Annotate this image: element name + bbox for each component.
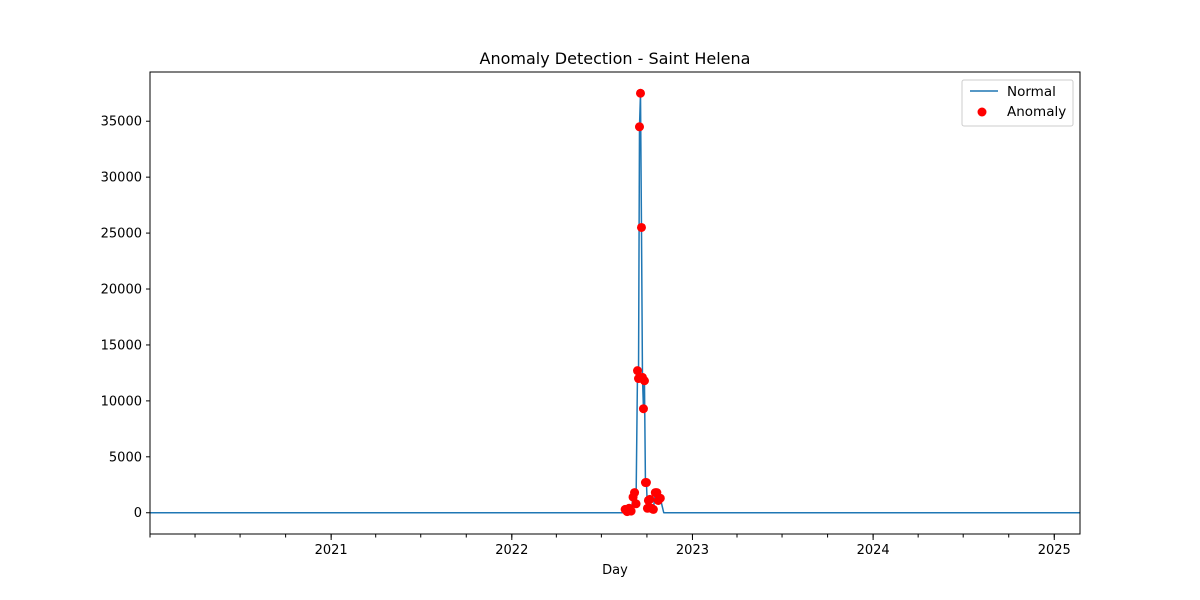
plot-frame: [149, 71, 1081, 535]
y-tick-label: 25000: [101, 227, 142, 242]
anomaly-point: [641, 478, 651, 488]
x-axis: 2021 2022 2023 2024 2025: [149, 534, 1071, 558]
legend-label: Anomaly: [1007, 104, 1066, 120]
y-axis: 0 5000 10000 15000 20000 25000 30000 35000: [101, 115, 150, 521]
x-tick-label: 2022: [495, 543, 528, 558]
y-tick-label: 10000: [101, 394, 142, 409]
plot-area: [150, 72, 1080, 534]
anomaly-point: [631, 499, 641, 509]
x-tick-label: 2025: [1038, 543, 1071, 558]
anomaly-point: [639, 376, 649, 386]
anomaly-point: [626, 506, 636, 516]
plot-background: [150, 72, 1080, 534]
y-tick-label: 20000: [101, 283, 142, 298]
anomaly-point: [645, 494, 655, 504]
x-axis-label: Day: [602, 563, 628, 578]
y-tick-label: 15000: [101, 338, 142, 353]
x-tick-label: 2021: [315, 543, 348, 558]
anomaly-point: [636, 222, 646, 232]
y-tick-label: 35000: [101, 115, 142, 130]
y-tick-label: 5000: [109, 450, 142, 465]
y-tick-label: 0: [134, 506, 142, 521]
y-tick-label: 30000: [101, 171, 142, 186]
x-tick-label: 2023: [676, 543, 709, 558]
anomaly-point: [635, 88, 645, 98]
anomaly-point: [648, 504, 658, 514]
legend-anomaly-swatch: [977, 107, 987, 117]
anomaly-point: [630, 488, 640, 498]
anomaly-point: [635, 122, 644, 132]
x-tick-label: 2024: [857, 543, 890, 558]
anomaly-point: [638, 404, 648, 414]
legend-label: Normal: [1007, 84, 1056, 100]
anomaly-point: [655, 493, 665, 503]
chart-title: Anomaly Detection - Saint Helena: [480, 49, 751, 68]
anomaly-point: [633, 366, 643, 376]
legend: Normal Anomaly: [961, 79, 1074, 127]
